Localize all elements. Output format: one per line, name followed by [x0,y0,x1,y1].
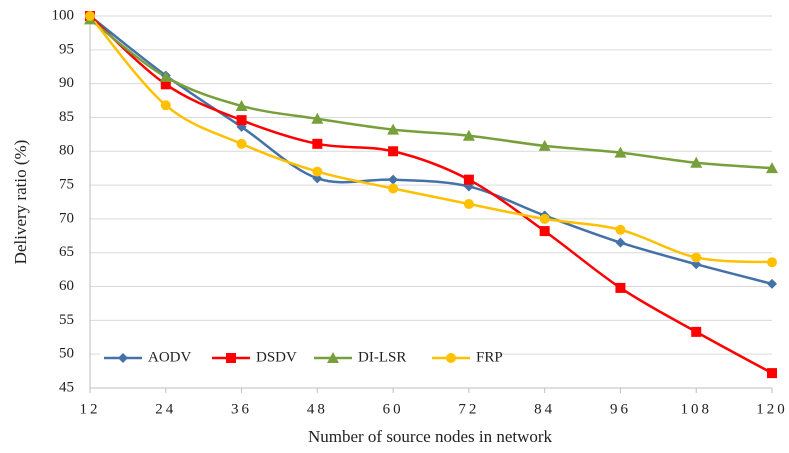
marker [312,138,323,149]
marker [327,352,339,363]
x-tick-label: 60 [383,401,404,417]
marker [463,174,474,185]
y-tick-label: 95 [59,41,74,57]
marker [312,166,323,177]
marker [236,138,247,149]
y-tick-label: 80 [59,143,74,159]
y-tick-label: 100 [52,7,75,23]
x-tick-label: 48 [307,401,328,417]
y-tick-label: 75 [59,177,74,193]
marker [615,282,626,293]
legend-label: AODV [148,349,191,365]
marker [691,326,702,337]
y-tick-label: 45 [59,379,74,395]
marker [767,278,777,289]
legend-label: FRP [476,349,503,365]
x-tick-label: 96 [610,401,631,417]
y-axis-label: Delivery ratio (%) [11,140,30,265]
series-line [89,18,773,170]
marker [766,162,778,174]
marker [446,353,456,363]
marker [311,112,324,124]
y-tick-label: 85 [59,109,74,125]
marker [387,123,400,135]
x-tick-label: 120 [756,401,788,417]
marker [463,199,474,210]
marker [767,257,777,268]
marker [236,115,247,126]
marker [538,139,551,151]
y-tick-label: 50 [59,346,74,362]
legend-label: DI-LSR [358,349,406,365]
marker [690,156,703,168]
marker [615,224,626,235]
marker [159,70,172,82]
marker [118,353,128,363]
x-tick-label: 36 [231,401,252,417]
x-tick-label: 84 [534,401,555,417]
marker [462,129,475,141]
y-tick-label: 65 [59,244,74,260]
marker [85,11,95,21]
marker [160,79,171,90]
marker [615,237,626,248]
marker [235,99,248,111]
y-tick-label: 60 [59,278,74,294]
marker [539,213,550,224]
marker [388,146,399,157]
marker [160,100,171,111]
x-tick-label: 72 [458,401,479,417]
series-line [89,15,773,375]
x-tick-label: 108 [680,401,712,417]
marker [388,183,399,194]
marker [691,252,702,263]
marker [614,146,627,158]
marker [226,353,236,363]
y-tick-label: 70 [59,210,74,226]
series-line [89,15,773,264]
x-axis-label: Number of source nodes in network [308,427,553,446]
series-line [89,15,773,286]
marker [388,174,399,185]
legend-label: DSDV [256,349,297,365]
y-tick-label: 90 [59,75,74,91]
x-tick-label: 12 [80,401,101,417]
marker [539,226,550,237]
y-tick-label: 55 [59,312,74,328]
marker [767,368,777,379]
x-tick-label: 24 [155,401,176,417]
